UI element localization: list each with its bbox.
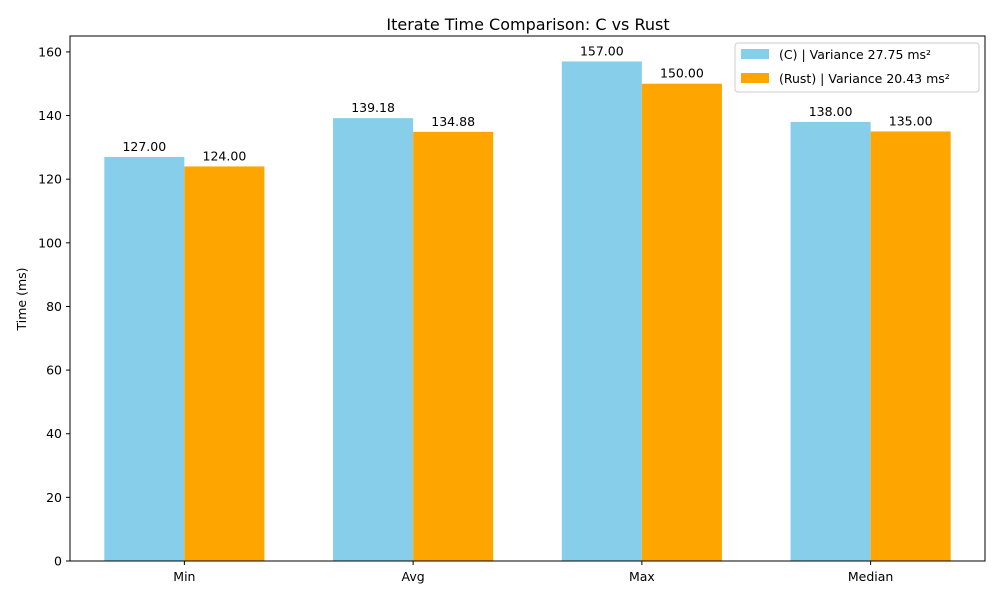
- bar-rust-avg: [413, 131, 494, 561]
- plot-frame: [69, 35, 986, 562]
- y-tick-label: 80: [46, 299, 62, 314]
- y-tick-label: 60: [46, 363, 62, 378]
- bar-rust-min: [184, 166, 265, 561]
- y-tick-label: 160: [38, 44, 62, 59]
- data-label: 134.88: [431, 114, 475, 129]
- legend-label-rust: (Rust) | Variance 20.43 ms²: [779, 71, 950, 86]
- data-label: 124.00: [203, 148, 247, 163]
- y-axis-label: Time (ms): [14, 267, 29, 331]
- legend-box: [734, 42, 980, 93]
- bar-c-avg: [333, 118, 414, 562]
- bar-rust-max: [641, 83, 722, 561]
- y-tick-label: 40: [46, 426, 62, 441]
- y-axis-ticks: 0 20 40 60 80 100 120 140 160: [38, 44, 70, 569]
- y-tick-label: 20: [46, 490, 62, 505]
- data-label: 139.18: [351, 100, 395, 115]
- legend: (C) | Variance 27.75 ms² (Rust) | Varian…: [734, 42, 980, 93]
- y-tick-label: 0: [54, 554, 62, 569]
- data-label: 135.00: [889, 113, 933, 128]
- x-tick-label: Median: [848, 569, 893, 584]
- legend-label-c: (C) | Variance 27.75 ms²: [779, 47, 931, 62]
- y-tick-label: 100: [38, 235, 62, 250]
- data-label: 150.00: [660, 66, 704, 81]
- legend-swatch-c: [741, 49, 769, 59]
- data-label: 157.00: [580, 43, 624, 58]
- chart-title: Iterate Time Comparison: C vs Rust: [386, 15, 669, 34]
- x-tick-label: Min: [173, 569, 195, 584]
- data-label: 138.00: [809, 104, 853, 119]
- legend-swatch-rust: [741, 73, 769, 83]
- data-labels-layer: 127.00 139.18 157.00 138.00 124.00 134.88 150.…: [122, 43, 932, 163]
- y-tick-label: 120: [38, 172, 62, 187]
- y-tick-label: 140: [38, 108, 62, 123]
- x-tick-label: Max: [629, 569, 655, 584]
- bar-c-min: [104, 156, 185, 561]
- bar-c-median: [790, 121, 871, 561]
- bar-rust-median: [870, 131, 951, 561]
- bars-layer: [104, 61, 951, 562]
- x-axis-ticks: Min Avg Max Median: [173, 561, 893, 584]
- bar-c-max: [561, 61, 642, 561]
- data-label: 127.00: [122, 139, 166, 154]
- x-tick-label: Avg: [402, 569, 425, 584]
